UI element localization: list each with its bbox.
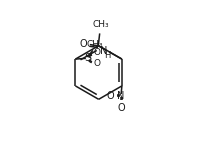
Text: CH₃: CH₃ [92,20,109,29]
Text: O: O [80,39,87,49]
Text: N: N [117,91,125,101]
Text: O: O [94,48,101,57]
Text: O: O [94,59,101,68]
Text: H: H [104,51,110,60]
Text: N: N [100,46,107,56]
Text: O: O [117,103,125,113]
Text: O: O [107,91,115,101]
Text: S: S [84,53,91,63]
Text: CH₃: CH₃ [86,40,103,49]
